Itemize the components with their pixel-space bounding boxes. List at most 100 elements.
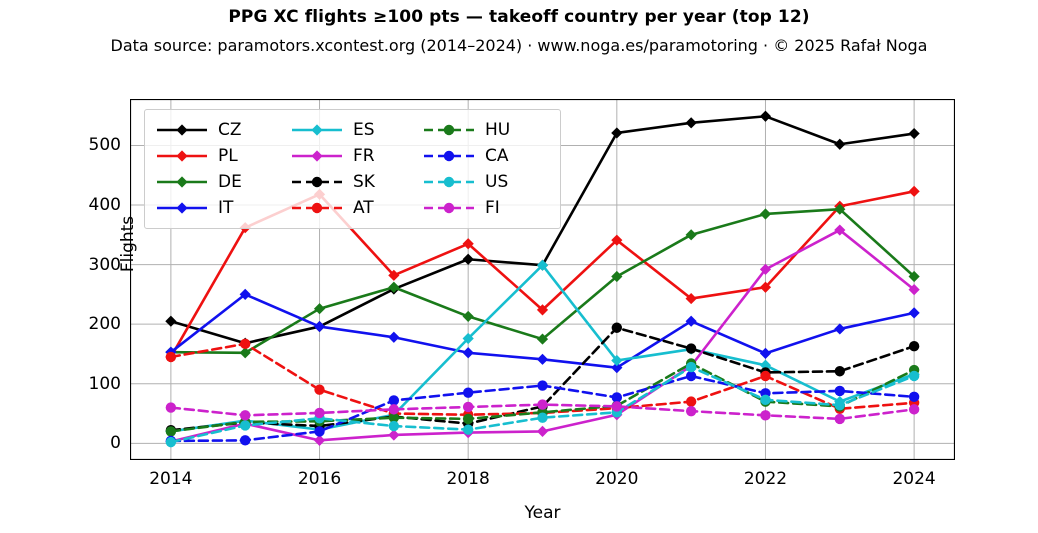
plot-border <box>130 99 955 460</box>
marker-PL <box>611 234 623 246</box>
marker-US <box>760 394 771 406</box>
legend-swatch-IT <box>155 200 209 216</box>
legend-entry-US[interactable]: US <box>422 169 552 195</box>
marker-DE <box>759 208 772 220</box>
marker-CA <box>611 392 623 403</box>
legend-entry-CA[interactable]: CA <box>422 143 552 169</box>
marker-CA <box>388 395 400 406</box>
marker-DE <box>313 303 326 315</box>
legend-entry-SK[interactable]: SK <box>290 169 422 195</box>
legend-entry-HU[interactable]: HU <box>422 117 552 143</box>
x-tick-label: 2020 <box>595 469 639 489</box>
chart-legend: CZ ES HU PL FR CA DE SK US IT AT FI <box>144 109 561 229</box>
x-tick-label: 2014 <box>149 469 193 489</box>
legend-swatch-CZ <box>155 122 209 138</box>
marker-CA <box>908 391 920 403</box>
marker-US <box>240 420 251 431</box>
legend-label-SK: SK <box>353 172 375 192</box>
marker-CZ <box>165 315 177 327</box>
legend-entry-FI[interactable]: FI <box>422 195 552 221</box>
marker-AT <box>240 338 251 350</box>
marker-CZ <box>462 253 474 265</box>
legend-label-FI: FI <box>485 198 500 218</box>
marker-FR <box>759 263 772 275</box>
legend-entry-AT[interactable]: AT <box>290 195 422 221</box>
legend-entry-ES[interactable]: ES <box>290 117 422 143</box>
marker-US <box>908 370 920 382</box>
legend-label-US: US <box>485 172 509 192</box>
y-tick-label: 0 <box>110 433 121 454</box>
marker-CZ <box>685 117 697 129</box>
marker-FI <box>834 413 845 425</box>
line-DE <box>169 207 916 355</box>
marker-FI <box>165 402 177 413</box>
legend-swatch-CA <box>422 148 476 164</box>
legend-label-PL: PL <box>218 146 238 166</box>
legend-entry-CZ[interactable]: CZ <box>155 117 290 143</box>
marker-PL <box>462 238 474 250</box>
marker-FR <box>908 284 920 296</box>
marker-IT <box>611 362 623 374</box>
legend-entry-IT[interactable]: IT <box>155 195 290 221</box>
marker-AT <box>165 351 177 363</box>
plot-area: 0 100 200 300 400 500 2014 2016 2018 2020 2022 202… <box>89 99 955 523</box>
legend-swatch-DE <box>155 174 209 190</box>
marker-HU <box>388 412 400 423</box>
legend-swatch-SK <box>290 174 344 190</box>
legend-label-AT: AT <box>353 198 374 218</box>
marker-DE <box>685 229 697 241</box>
legend-swatch-FR <box>290 148 344 164</box>
legend-label-DE: DE <box>218 172 242 192</box>
marker-FI <box>314 407 325 419</box>
marker-ES <box>611 354 623 367</box>
marker-FI <box>760 410 771 421</box>
marker-SK <box>834 366 845 377</box>
legend-swatch-FI <box>422 200 476 216</box>
marker-CA <box>537 380 548 391</box>
marker-FI <box>908 404 920 415</box>
marker-ES <box>759 359 772 371</box>
marker-CZ <box>611 127 623 139</box>
x-axis-label: Year <box>524 503 561 523</box>
x-tick-label: 2024 <box>892 469 936 489</box>
legend-label-ES: ES <box>353 120 375 140</box>
y-tick-label: 500 <box>88 135 121 156</box>
marker-US <box>537 412 548 423</box>
marker-AT <box>760 370 771 382</box>
marker-SK <box>908 341 920 352</box>
x-tick-label: 2018 <box>446 469 490 489</box>
marker-IT <box>834 323 846 335</box>
marker-FR <box>834 224 846 236</box>
marker-FI <box>240 410 251 421</box>
legend-label-FR: FR <box>353 146 375 166</box>
y-tick-label: 100 <box>88 373 121 394</box>
legend-entry-DE[interactable]: DE <box>155 169 290 195</box>
marker-AT <box>685 396 697 407</box>
legend-entry-FR[interactable]: FR <box>290 143 422 169</box>
marker-FI <box>388 404 400 415</box>
legend-swatch-ES <box>290 122 344 138</box>
marker-CA <box>314 426 325 437</box>
marker-FI <box>685 405 697 417</box>
marker-US <box>165 436 177 448</box>
marker-FR <box>313 434 326 446</box>
marker-DE <box>388 281 400 293</box>
marker-IT <box>759 347 772 359</box>
series-lines <box>165 110 920 448</box>
legend-swatch-HU <box>422 122 476 138</box>
legend-swatch-PL <box>155 148 209 164</box>
marker-SK <box>685 343 697 354</box>
marker-DE <box>611 270 623 283</box>
marker-CA <box>685 370 697 382</box>
marker-IT <box>388 331 400 343</box>
y-tick-label: 300 <box>88 254 121 275</box>
legend-swatch-AT <box>290 200 344 216</box>
marker-DE <box>239 347 251 359</box>
legend-entry-PL[interactable]: PL <box>155 143 290 169</box>
marker-US <box>388 420 400 432</box>
marker-DE <box>462 310 474 323</box>
x-tick-label: 2022 <box>743 469 788 489</box>
series-FI <box>165 399 920 425</box>
legend-swatch-US <box>422 174 476 190</box>
